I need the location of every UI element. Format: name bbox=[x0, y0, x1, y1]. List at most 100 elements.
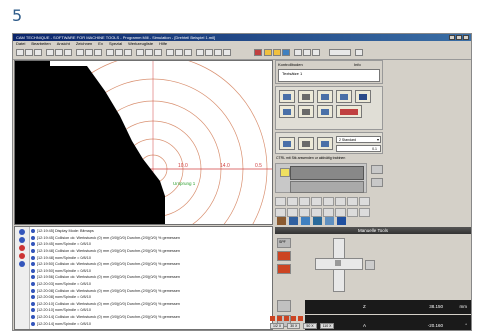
folder-open-icon[interactable] bbox=[273, 49, 281, 56]
layers-icon[interactable] bbox=[205, 49, 213, 56]
face-tool-button[interactable] bbox=[317, 90, 333, 103]
side-button-2[interactable] bbox=[371, 178, 383, 187]
view-top-icon[interactable] bbox=[85, 49, 93, 56]
menu-item[interactable]: Ex bbox=[98, 41, 103, 46]
jog-step[interactable] bbox=[365, 260, 375, 270]
mill-tool-button[interactable] bbox=[298, 90, 314, 103]
pause-icon[interactable] bbox=[115, 49, 123, 56]
menu-item[interactable]: Hilfe bbox=[159, 41, 168, 46]
jog-center[interactable] bbox=[335, 260, 341, 266]
key-button[interactable] bbox=[359, 208, 370, 217]
error-icon[interactable] bbox=[19, 245, 25, 251]
simulation-viewport[interactable]: 10.0 14.0 0.5 Ursprung 1 bbox=[14, 60, 273, 225]
stop-icon[interactable] bbox=[124, 49, 132, 56]
speed-tab[interactable]: 110 X bbox=[319, 323, 335, 329]
key-button[interactable] bbox=[299, 197, 310, 206]
info-tab[interactable]: Info bbox=[354, 62, 361, 67]
view-front-icon[interactable] bbox=[76, 49, 84, 56]
select-icon[interactable] bbox=[223, 49, 231, 56]
reset-icon[interactable] bbox=[154, 49, 162, 56]
tool-a-button[interactable] bbox=[279, 137, 295, 150]
playback-button[interactable] bbox=[284, 316, 289, 321]
menu-item[interactable]: Werkzeugliste bbox=[128, 41, 154, 46]
spindle-icon[interactable] bbox=[313, 217, 322, 225]
speed-tab[interactable]: 1/2 X bbox=[270, 323, 285, 329]
coolant-icon[interactable] bbox=[301, 217, 310, 225]
drill-tool-button[interactable] bbox=[279, 90, 295, 103]
side-button-1[interactable] bbox=[371, 165, 383, 174]
save-tool-button[interactable] bbox=[355, 90, 371, 103]
save-icon[interactable] bbox=[34, 49, 42, 56]
menu-item[interactable]: Spezial bbox=[108, 41, 123, 46]
list-icon[interactable] bbox=[303, 49, 311, 56]
key-button[interactable] bbox=[287, 197, 298, 206]
ruler-icon[interactable] bbox=[175, 49, 183, 56]
menu-item[interactable]: Zeichnen bbox=[75, 41, 93, 46]
add-tool-button[interactable] bbox=[336, 105, 362, 118]
machine-icon[interactable] bbox=[282, 49, 290, 56]
step-icon[interactable] bbox=[136, 49, 144, 56]
key-button[interactable] bbox=[323, 197, 334, 206]
playback-button[interactable] bbox=[270, 316, 275, 321]
grid-icon[interactable] bbox=[166, 49, 174, 56]
key-button[interactable] bbox=[311, 197, 322, 206]
key-button[interactable] bbox=[275, 208, 286, 217]
dro-a-button[interactable] bbox=[277, 330, 291, 331]
key-button[interactable] bbox=[287, 208, 298, 217]
key-button[interactable] bbox=[359, 197, 370, 206]
rewind-icon[interactable] bbox=[145, 49, 153, 56]
dro-z-button[interactable] bbox=[277, 300, 291, 312]
mode-selector[interactable] bbox=[329, 49, 351, 56]
speed-button[interactable] bbox=[277, 264, 291, 274]
key-button[interactable] bbox=[275, 197, 286, 206]
key-button[interactable] bbox=[347, 197, 358, 206]
view-side-icon[interactable] bbox=[94, 49, 102, 56]
menu-item[interactable]: Bearbeiten bbox=[31, 41, 51, 46]
new-file-icon[interactable] bbox=[16, 49, 24, 56]
spf-button[interactable] bbox=[277, 238, 291, 248]
menu-item[interactable]: Datei bbox=[16, 41, 26, 46]
key-button[interactable] bbox=[347, 208, 358, 217]
tool-b-button[interactable] bbox=[298, 137, 314, 150]
play-icon[interactable] bbox=[106, 49, 114, 56]
measure-icon[interactable] bbox=[184, 49, 192, 56]
folder-icon[interactable] bbox=[264, 49, 272, 56]
key-button[interactable] bbox=[335, 208, 346, 217]
menu-item[interactable]: Ansicht bbox=[56, 41, 70, 46]
tool-c-button[interactable] bbox=[317, 137, 333, 150]
lock-icon[interactable] bbox=[355, 49, 363, 56]
key-button[interactable] bbox=[311, 208, 322, 217]
tool-holder-icon[interactable] bbox=[277, 217, 286, 225]
print-icon[interactable] bbox=[46, 49, 54, 56]
cursor-icon[interactable] bbox=[214, 49, 222, 56]
speed-tab[interactable]: 30 X bbox=[287, 323, 301, 329]
feed-button[interactable] bbox=[277, 251, 291, 261]
close-button[interactable] bbox=[463, 35, 469, 40]
help-icon[interactable] bbox=[312, 49, 320, 56]
chart-icon[interactable] bbox=[325, 217, 334, 225]
program-field[interactable]: Textsätze 1 bbox=[278, 69, 380, 82]
key-button[interactable] bbox=[299, 208, 310, 217]
options-icon[interactable] bbox=[196, 49, 204, 56]
warning-icon[interactable] bbox=[19, 261, 25, 267]
spin-input[interactable]: 0.1 bbox=[336, 145, 381, 152]
key-button[interactable] bbox=[323, 208, 334, 217]
playback-button[interactable] bbox=[277, 316, 282, 321]
speed-tab[interactable]: 50 X bbox=[303, 323, 317, 329]
bars-icon[interactable] bbox=[337, 217, 346, 225]
key-button[interactable] bbox=[335, 197, 346, 206]
info-icon[interactable] bbox=[19, 229, 25, 235]
thread-tool-button[interactable] bbox=[336, 90, 352, 103]
info-icon[interactable] bbox=[19, 237, 25, 243]
maximize-button[interactable] bbox=[456, 35, 462, 40]
playback-button[interactable] bbox=[298, 316, 303, 321]
tool-change-icon[interactable] bbox=[254, 49, 262, 56]
standard-dropdown[interactable]: 2 Standard ▾ bbox=[336, 136, 381, 143]
error-icon[interactable] bbox=[19, 253, 25, 259]
minimize-button[interactable] bbox=[449, 35, 455, 40]
zoom-in-icon[interactable] bbox=[55, 49, 63, 56]
cut-tool-button[interactable] bbox=[317, 105, 333, 118]
playback-button[interactable] bbox=[291, 316, 296, 321]
zoom-out-icon[interactable] bbox=[64, 49, 72, 56]
open-file-icon[interactable] bbox=[25, 49, 33, 56]
